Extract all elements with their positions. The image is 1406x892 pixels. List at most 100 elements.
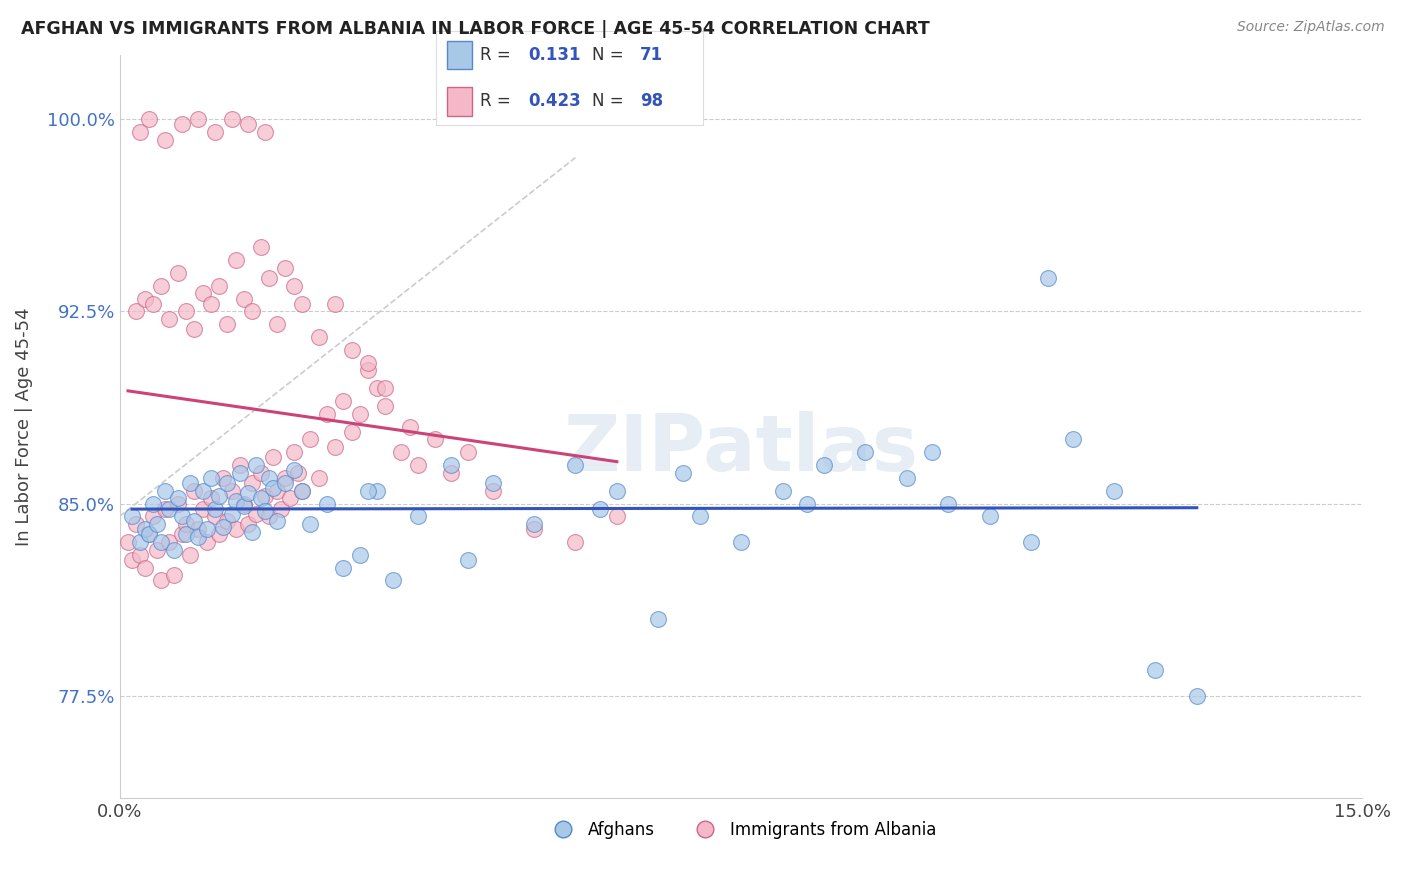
Point xyxy=(308,330,330,344)
Point xyxy=(170,117,193,131)
Point xyxy=(217,515,239,529)
Point xyxy=(349,407,371,421)
Text: ZIPatlas: ZIPatlas xyxy=(564,411,918,487)
Point xyxy=(155,133,177,147)
Point xyxy=(166,491,188,506)
Point xyxy=(398,419,420,434)
Point xyxy=(813,458,835,472)
Point xyxy=(249,466,271,480)
Point xyxy=(366,483,388,498)
Point xyxy=(274,260,297,275)
Point xyxy=(1019,535,1042,549)
Point xyxy=(117,535,139,549)
Point xyxy=(796,496,818,510)
Point xyxy=(150,535,173,549)
Point xyxy=(146,516,169,531)
Point xyxy=(606,509,628,524)
Point xyxy=(162,568,184,582)
Point xyxy=(187,530,209,544)
Point xyxy=(204,125,226,139)
Point xyxy=(138,112,160,127)
Point xyxy=(274,475,297,490)
Point xyxy=(1062,433,1084,447)
Point xyxy=(1102,483,1125,498)
Text: 0.423: 0.423 xyxy=(529,93,581,111)
Point xyxy=(221,507,243,521)
Point xyxy=(245,458,267,472)
FancyBboxPatch shape xyxy=(447,87,472,116)
Point xyxy=(208,278,231,293)
Point xyxy=(183,483,205,498)
Point xyxy=(340,425,363,439)
Point xyxy=(323,296,346,310)
Point xyxy=(391,445,413,459)
Point xyxy=(238,516,260,531)
Point xyxy=(315,407,337,421)
Point xyxy=(217,475,239,490)
Point xyxy=(225,494,247,508)
Point xyxy=(238,117,260,131)
Point xyxy=(174,304,197,318)
Point xyxy=(179,548,201,562)
Point xyxy=(349,548,371,562)
Point xyxy=(121,509,143,524)
Point xyxy=(332,560,354,574)
Point xyxy=(979,509,1001,524)
Text: AFGHAN VS IMMIGRANTS FROM ALBANIA IN LABOR FORCE | AGE 45-54 CORRELATION CHART: AFGHAN VS IMMIGRANTS FROM ALBANIA IN LAB… xyxy=(21,20,929,37)
Point xyxy=(221,112,243,127)
Point xyxy=(195,522,218,536)
Text: 0.131: 0.131 xyxy=(529,45,581,63)
Point xyxy=(366,381,388,395)
Point xyxy=(221,483,243,498)
Y-axis label: In Labor Force | Age 45-54: In Labor Force | Age 45-54 xyxy=(15,308,32,546)
Point xyxy=(170,527,193,541)
Point xyxy=(150,574,173,588)
Text: Source: ZipAtlas.com: Source: ZipAtlas.com xyxy=(1237,20,1385,34)
Point xyxy=(183,515,205,529)
Point xyxy=(233,499,256,513)
Point xyxy=(191,286,214,301)
Point xyxy=(204,501,226,516)
Point xyxy=(270,501,292,516)
Point xyxy=(564,458,586,472)
Point xyxy=(162,542,184,557)
Point xyxy=(208,527,231,541)
Point xyxy=(150,278,173,293)
Point xyxy=(406,458,429,472)
Point xyxy=(283,445,305,459)
Point xyxy=(129,125,152,139)
Point xyxy=(155,483,177,498)
Point xyxy=(340,343,363,357)
Point xyxy=(564,535,586,549)
Point xyxy=(233,496,256,510)
Text: 98: 98 xyxy=(640,93,664,111)
Point xyxy=(274,471,297,485)
Point xyxy=(204,509,226,524)
Point xyxy=(291,483,314,498)
Point xyxy=(257,471,280,485)
Legend: Afghans, Immigrants from Albania: Afghans, Immigrants from Albania xyxy=(540,814,943,846)
Point xyxy=(266,483,288,498)
Point xyxy=(159,312,181,326)
Text: R =: R = xyxy=(479,93,516,111)
Text: 71: 71 xyxy=(640,45,664,63)
Point xyxy=(170,509,193,524)
Point xyxy=(217,317,239,331)
Point xyxy=(406,509,429,524)
Point xyxy=(1185,689,1208,703)
Text: N =: N = xyxy=(592,45,628,63)
Point xyxy=(299,433,322,447)
Point xyxy=(195,535,218,549)
Point xyxy=(238,486,260,500)
Point xyxy=(229,466,252,480)
Point xyxy=(689,509,711,524)
Point xyxy=(921,445,943,459)
Point xyxy=(134,522,156,536)
Point xyxy=(936,496,959,510)
Point xyxy=(589,501,612,516)
Point xyxy=(138,527,160,541)
Point xyxy=(315,496,337,510)
Point xyxy=(191,501,214,516)
Point xyxy=(174,527,197,541)
Point xyxy=(240,475,263,490)
